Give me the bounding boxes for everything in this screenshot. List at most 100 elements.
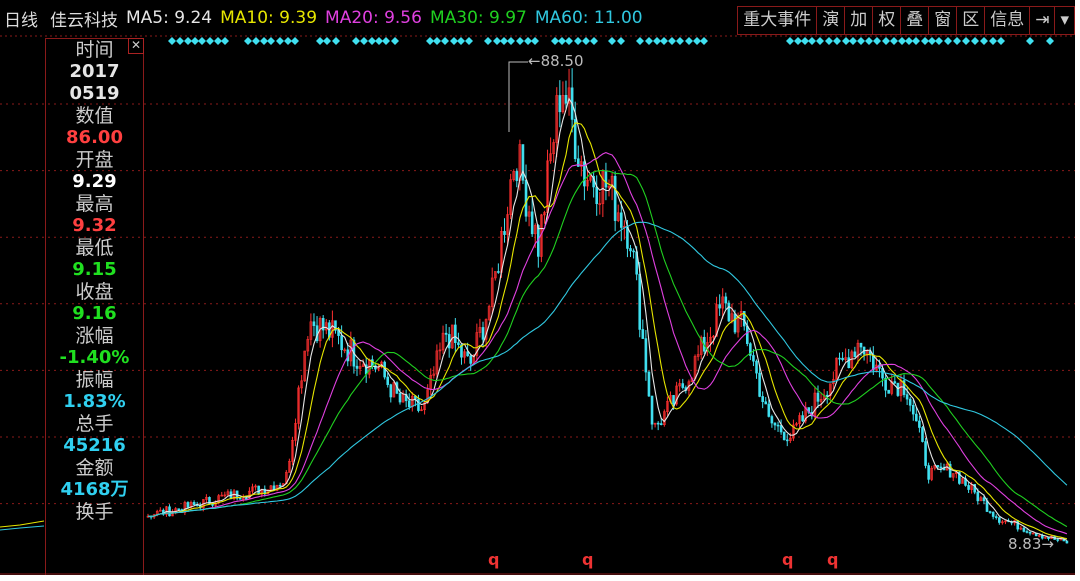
- info-mine-icon: [198, 37, 206, 45]
- info-mine-icon: [551, 37, 559, 45]
- candle-body: [761, 396, 764, 403]
- info-mine-icon: [291, 37, 299, 45]
- add-button[interactable]: 加: [845, 7, 874, 34]
- candle-body: [177, 508, 181, 511]
- candle-body: [158, 509, 162, 512]
- candle-body: [773, 422, 777, 426]
- candle-body: [340, 335, 343, 351]
- candle-body: [672, 395, 675, 405]
- window-button[interactable]: 窗: [929, 7, 958, 34]
- major-events-button[interactable]: 重大事件: [738, 7, 818, 34]
- candle-body: [349, 339, 353, 362]
- candle-body: [976, 491, 980, 502]
- candle-body: [782, 431, 786, 441]
- candle-body: [835, 357, 838, 380]
- info-mine-icon: [849, 37, 857, 45]
- candle-body: [1044, 536, 1047, 539]
- info-mine-icon: [873, 37, 881, 45]
- info-mine-icon: [693, 37, 701, 45]
- candle-body: [770, 416, 774, 424]
- candle-body: [278, 484, 282, 487]
- candle-body: [856, 342, 860, 358]
- candle-body: [749, 343, 752, 356]
- candle-body: [401, 394, 405, 403]
- candle-body: [1037, 535, 1041, 537]
- info-mine-icon: [524, 37, 532, 45]
- candle-body: [374, 365, 377, 370]
- event-marker[interactable]: q: [827, 550, 839, 569]
- candle-body: [481, 327, 485, 340]
- event-marker[interactable]: q: [488, 550, 500, 569]
- arrow-right-bar-icon[interactable]: ⇥: [1030, 7, 1056, 34]
- candle-body: [653, 422, 657, 425]
- info-mine-icon: [244, 37, 252, 45]
- ma20-line: [147, 152, 1068, 535]
- candle-body: [619, 212, 623, 228]
- candle-body: [675, 385, 678, 405]
- candle-body: [509, 179, 512, 215]
- info-value: 45216: [63, 435, 126, 456]
- header-bar: 日线 佳云科技 MA5: 9.24 MA10: 9.39 MA20: 9.56 …: [0, 0, 1075, 36]
- info-mine-icon: [636, 37, 644, 45]
- candle-body: [192, 502, 196, 506]
- info-button[interactable]: 信息: [985, 7, 1031, 34]
- info-mine-icon: [316, 37, 324, 45]
- candle-body: [580, 161, 583, 167]
- info-mine-icon: [484, 37, 492, 45]
- candle-body: [1065, 540, 1069, 544]
- candle-body: [1031, 532, 1035, 535]
- candle-body: [847, 357, 851, 369]
- candle-body: [678, 383, 681, 387]
- info-mine-icon: [360, 37, 368, 45]
- last-price-label: 8.83→: [1008, 535, 1054, 553]
- candle-body: [816, 392, 820, 402]
- event-marker[interactable]: q: [782, 550, 794, 569]
- candle-body: [552, 142, 555, 155]
- candle-body: [294, 423, 297, 441]
- candle-body: [398, 393, 402, 403]
- candle-body: [361, 364, 365, 367]
- last-price-value: 8.83: [1008, 535, 1042, 553]
- candle-body: [186, 502, 190, 508]
- candle-body: [801, 415, 804, 422]
- close-icon[interactable]: ✕: [128, 38, 144, 54]
- stock-name: 佳云科技: [50, 10, 118, 31]
- candle-body: [819, 399, 823, 402]
- candle-body: [300, 380, 303, 389]
- candle-body: [893, 381, 897, 384]
- candle-body: [306, 339, 310, 352]
- info-mine-icon: [608, 37, 616, 45]
- range-button[interactable]: 区: [957, 7, 986, 34]
- rights-button[interactable]: 权: [873, 7, 902, 34]
- demo-button[interactable]: 演: [817, 7, 846, 34]
- candle-body: [958, 471, 961, 484]
- candle-body: [438, 349, 442, 352]
- candle-body: [355, 365, 359, 369]
- ma10-label: MA10: 9.39: [220, 8, 318, 28]
- ma30-label: MA30: 9.97: [429, 8, 527, 28]
- candle-body: [709, 336, 712, 343]
- info-label: 涨幅: [75, 325, 114, 347]
- candle-body: [417, 398, 420, 411]
- candle-body: [469, 355, 473, 364]
- candle-body: [291, 440, 294, 462]
- info-mine-icon: [500, 37, 508, 45]
- candle-body: [644, 338, 648, 373]
- dropdown-icon[interactable]: ▾: [1060, 10, 1069, 30]
- candle-body: [607, 186, 611, 188]
- candle-body: [1028, 531, 1032, 534]
- candle-body: [312, 321, 316, 327]
- candle-body: [884, 377, 887, 391]
- info-mine-icon: [441, 37, 449, 45]
- candle-body: [696, 354, 700, 357]
- info-mine-icon: [267, 37, 275, 45]
- overlay-button[interactable]: 叠: [901, 7, 930, 34]
- event-marker[interactable]: q: [582, 550, 594, 569]
- ma30-line: [147, 169, 1068, 528]
- candle-body: [961, 478, 964, 484]
- candle-body: [309, 321, 313, 340]
- info-mine-icon: [558, 37, 566, 45]
- candle-body: [214, 502, 217, 506]
- info-mine-icon: [184, 37, 192, 45]
